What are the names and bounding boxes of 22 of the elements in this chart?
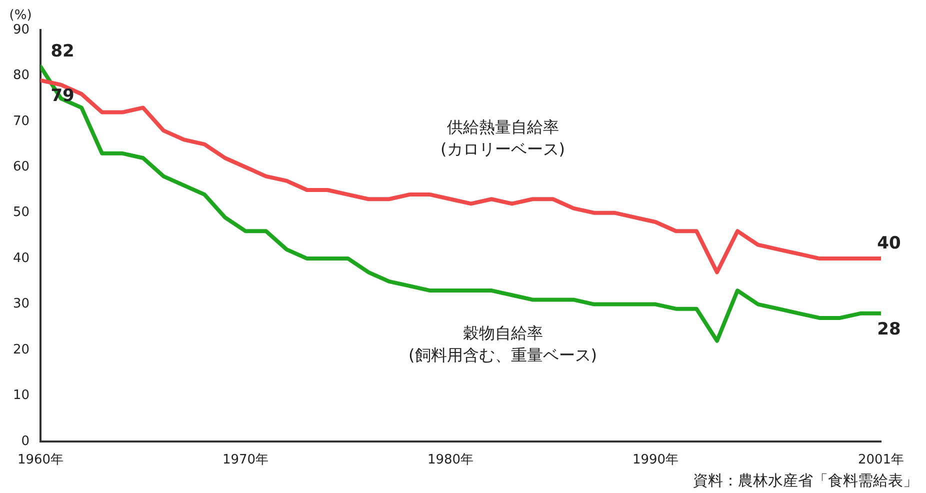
x-tick-label: 1990年 — [632, 452, 679, 468]
text: 供給熱量自給率 (カロリーベース) — [440, 118, 566, 159]
data-label: 28 — [877, 319, 901, 340]
y-tick-label: 50 — [12, 205, 30, 220]
data-label: 40 — [877, 233, 901, 254]
y-tick-label: 20 — [12, 342, 30, 358]
series-label: 穀物自給率 (飼料用含む、重量ベース) — [408, 323, 598, 364]
x-tick-label: 1960年 — [17, 452, 64, 468]
x-tick-label: 1970年 — [222, 452, 269, 468]
y-tick-label: 80 — [12, 68, 30, 84]
y-tick-label: 70 — [12, 114, 30, 129]
y-tick-label: 0 — [21, 434, 30, 449]
text: 資料：農林水産省「食料需給表」 — [693, 471, 918, 490]
y-tick-label: 10 — [12, 388, 30, 404]
y-tick-label: 30 — [12, 296, 30, 312]
x-tick-label: 2001年 — [858, 452, 904, 468]
x-tick-label: 1980年 — [427, 452, 474, 468]
y-tick-label: 60 — [12, 160, 30, 175]
y-tick-label: 90 — [12, 22, 30, 38]
data-label: 82 — [50, 41, 74, 62]
y-tick-label: 40 — [12, 250, 30, 266]
y-axis-title: (%) — [9, 8, 32, 23]
